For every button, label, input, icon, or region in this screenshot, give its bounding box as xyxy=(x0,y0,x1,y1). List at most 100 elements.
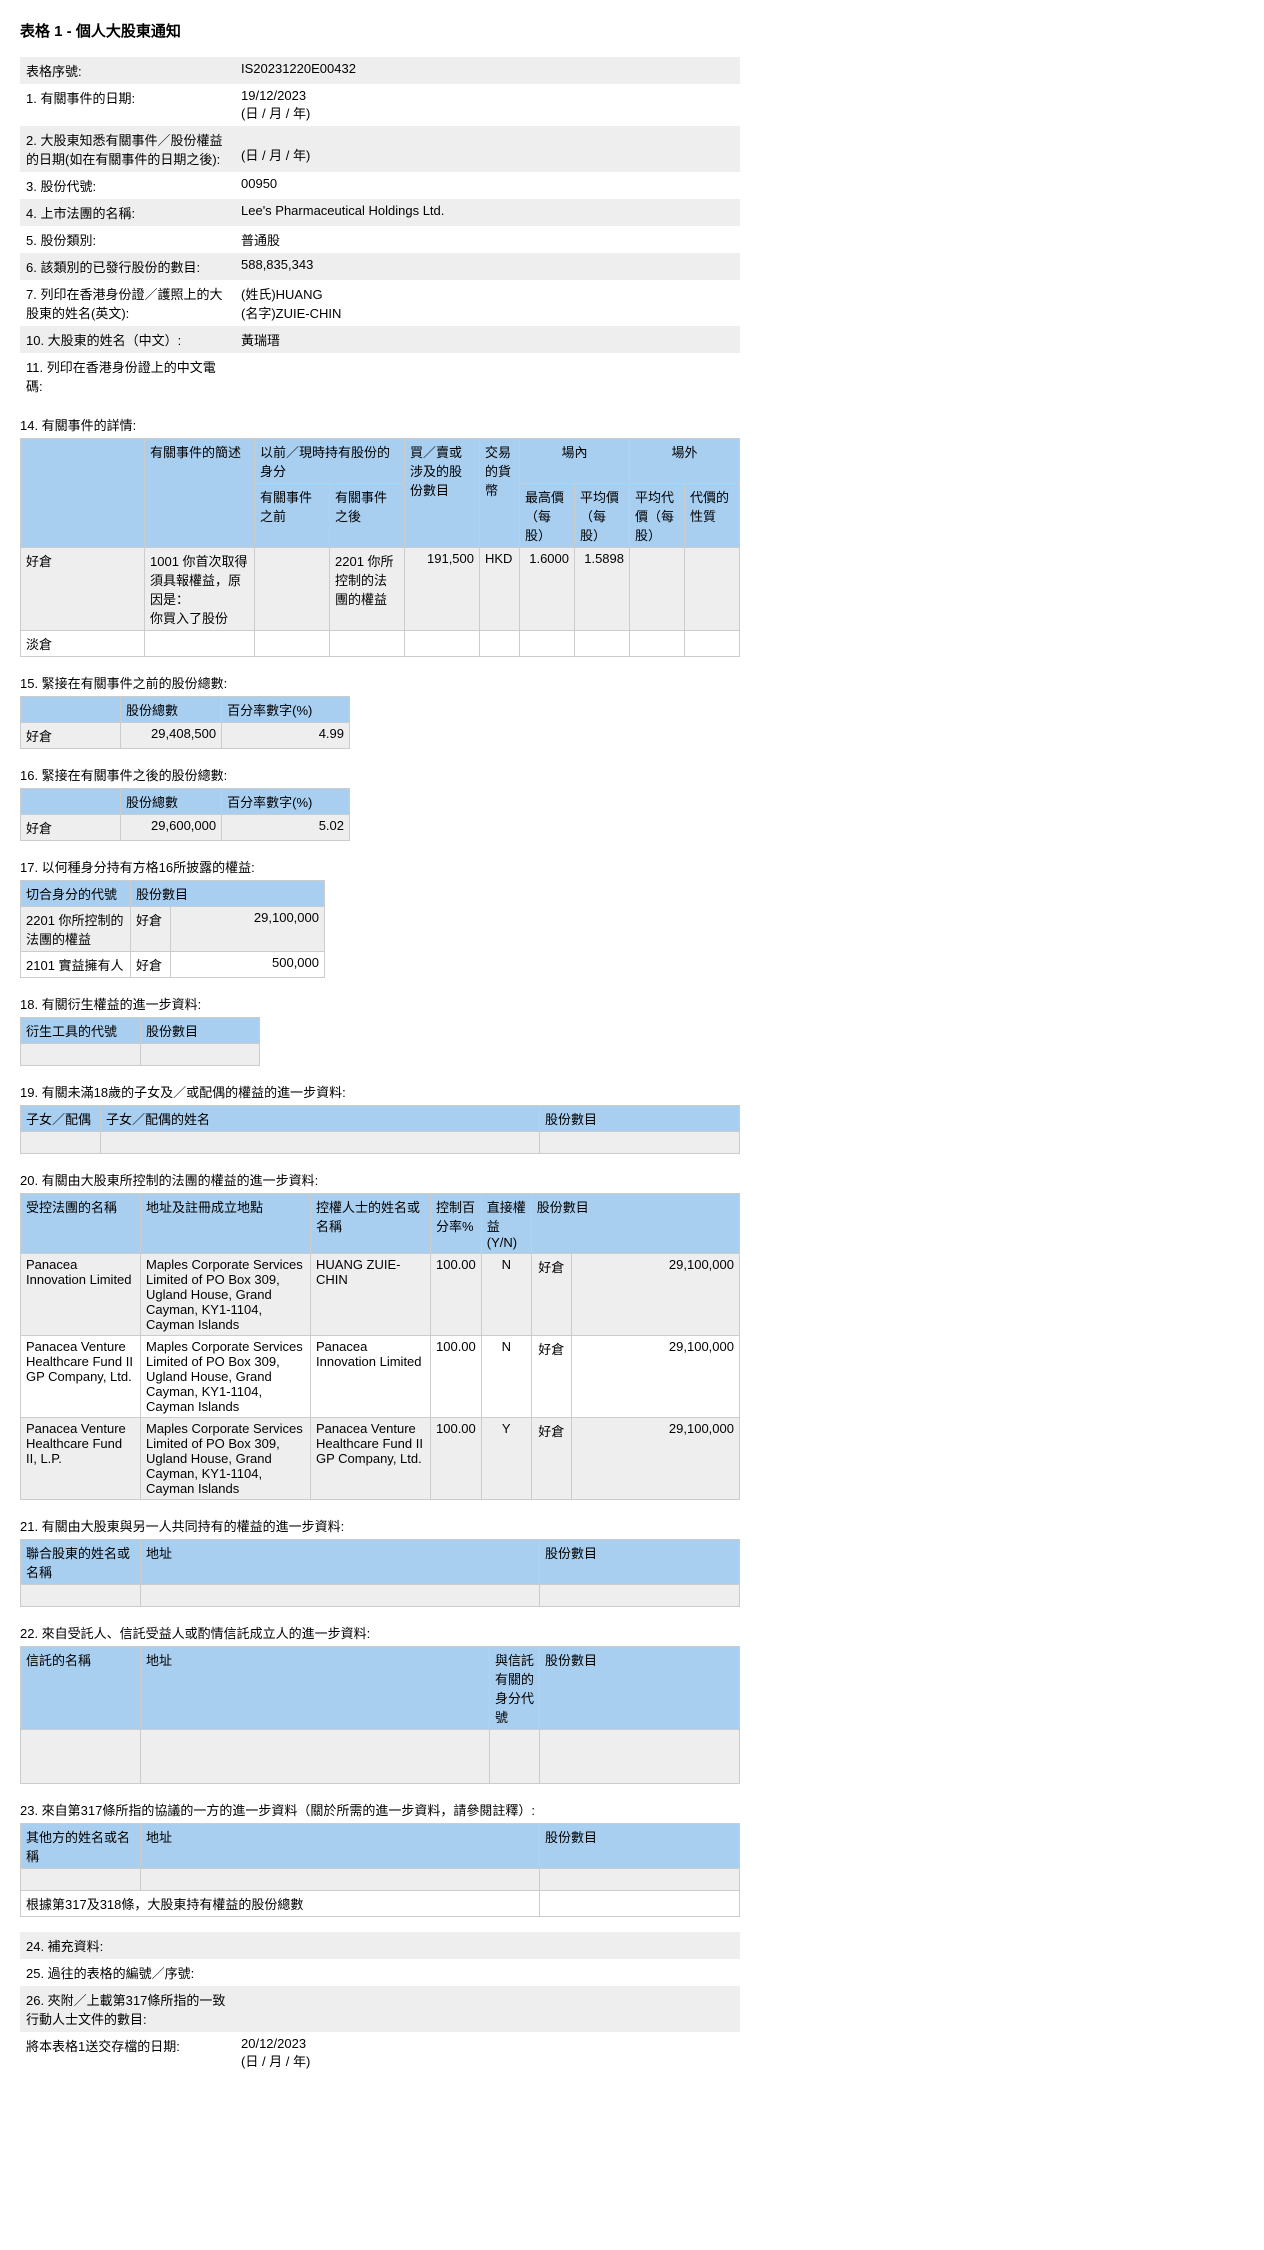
cell: 500,000 xyxy=(171,952,325,978)
cell: Panacea Innovation Limited xyxy=(311,1336,431,1418)
sec20-title: 20. 有關由大股東所控制的法團的權益的進一步資料: xyxy=(20,1170,1244,1189)
cell: Panacea Venture Healthcare Fund II GP Co… xyxy=(21,1336,141,1418)
h: 有關事件之後 xyxy=(330,484,405,548)
cell: N xyxy=(481,1336,531,1418)
cell: 29,408,500 xyxy=(121,723,222,749)
main-info-table: 表格序號:IS20231220E004321. 有關事件的日期:19/12/20… xyxy=(20,57,740,399)
footer-value: 20/12/2023 (日 / 月 / 年) xyxy=(235,2032,740,2074)
cell: 2201 你所控制的法團的權益 xyxy=(21,907,131,952)
cell: HKD xyxy=(480,548,520,631)
sec18-title: 18. 有關衍生權益的進一步資料: xyxy=(20,994,1244,1013)
h: 股份數目 xyxy=(540,1540,740,1585)
h: 直接權益(Y/N) xyxy=(481,1194,531,1254)
h: 股份數目 xyxy=(531,1194,739,1254)
sec16-table: 股份總數 百分率數字(%) 好倉29,600,0005.02 xyxy=(20,788,350,841)
cell: 淡倉 xyxy=(21,631,145,657)
h: 以前／現時持有股份的身分 xyxy=(255,439,405,484)
h: 衍生工具的代號 xyxy=(21,1018,141,1044)
cell: 100.00 xyxy=(431,1254,482,1336)
h xyxy=(21,697,121,723)
h: 受控法團的名稱 xyxy=(21,1194,141,1254)
h: 股份數目 xyxy=(540,1824,740,1869)
h: 切合身分的代號 xyxy=(21,881,131,907)
sec14-title: 14. 有關事件的詳情: xyxy=(20,415,1244,434)
h: 股份數目 xyxy=(131,881,325,907)
cell xyxy=(145,631,255,657)
cell: 2201 你所控制的法團的權益 xyxy=(330,548,405,631)
cell: 4.99 xyxy=(222,723,350,749)
cell: HUANG ZUIE-CHIN xyxy=(311,1254,431,1336)
info-value: 19/12/2023 (日 / 月 / 年) xyxy=(235,84,740,126)
sec19-table: 子女／配偶 子女／配偶的姓名 股份數目 xyxy=(20,1105,740,1154)
sec17-title: 17. 以何種身分持有方格16所披露的權益: xyxy=(20,857,1244,876)
footer-value xyxy=(235,1986,740,2032)
cell: Panacea Innovation Limited xyxy=(21,1254,141,1336)
info-label: 1. 有關事件的日期: xyxy=(20,84,235,126)
cell: 好倉 xyxy=(21,723,121,749)
info-value xyxy=(235,353,740,399)
cell: 1001 你首次取得須具報權益，原因是： 你買入了股份 xyxy=(145,548,255,631)
h: 地址 xyxy=(141,1540,540,1585)
cell: 5.02 xyxy=(222,815,350,841)
cell: 29,100,000 xyxy=(571,1254,739,1336)
h: 百分率數字(%) xyxy=(222,789,350,815)
cell xyxy=(685,548,740,631)
cell xyxy=(405,631,480,657)
cell: Maples Corporate Services Limited of PO … xyxy=(141,1254,311,1336)
info-label: 3. 股份代號: xyxy=(20,172,235,199)
sec15-title: 15. 緊接在有關事件之前的股份總數: xyxy=(20,673,1244,692)
h: 聯合股東的姓名或名稱 xyxy=(21,1540,141,1585)
sec17-table: 切合身分的代號 股份數目 2201 你所控制的法團的權益好倉29,100,000… xyxy=(20,880,325,978)
cell: 100.00 xyxy=(431,1336,482,1418)
cell: Maples Corporate Services Limited of PO … xyxy=(141,1418,311,1500)
info-label: 4. 上市法團的名稱: xyxy=(20,199,235,226)
h: 與信託有關的身分代號 xyxy=(490,1647,540,1730)
cell: 好倉 xyxy=(531,1254,571,1336)
h: 有關事件的簡述 xyxy=(145,439,255,548)
cell: 好倉 xyxy=(21,815,121,841)
h: 控權人士的姓名或名稱 xyxy=(311,1194,431,1254)
cell xyxy=(520,631,575,657)
info-label: 6. 該類別的已發行股份的數目: xyxy=(20,253,235,280)
h: 信託的名稱 xyxy=(21,1647,141,1730)
info-label: 表格序號: xyxy=(20,57,235,84)
info-label: 10. 大股東的姓名（中文）: xyxy=(20,326,235,353)
cell xyxy=(255,548,330,631)
info-label: 11. 列印在香港身份證上的中文電碼: xyxy=(20,353,235,399)
sec20-table: 受控法團的名稱 地址及註冊成立地點 控權人士的姓名或名稱 控制百分率% 直接權益… xyxy=(20,1193,740,1500)
footer-label: 24. 補充資料: xyxy=(20,1932,235,1959)
h: 股份數目 xyxy=(540,1647,740,1730)
cell: 100.00 xyxy=(431,1418,482,1500)
footer-value xyxy=(235,1932,740,1959)
sec22-title: 22. 來自受託人、信託受益人或酌情信託成立人的進一步資料: xyxy=(20,1623,1244,1642)
sec23-table: 其他方的姓名或名稱 地址 股份數目 根據第317及318條，大股東持有權益的股份… xyxy=(20,1823,740,1917)
info-value: Lee's Pharmaceutical Holdings Ltd. xyxy=(235,199,740,226)
cell xyxy=(575,631,630,657)
info-label: 7. 列印在香港身份證／護照上的大股東的姓名(英文): xyxy=(20,280,235,326)
cell: 好倉 xyxy=(531,1336,571,1418)
cell xyxy=(630,548,685,631)
h: 最高價（每股） xyxy=(520,484,575,548)
info-value: (姓氏)HUANG (名字)ZUIE-CHIN xyxy=(235,280,740,326)
cell xyxy=(255,631,330,657)
sec18-table: 衍生工具的代號 股份數目 xyxy=(20,1017,260,1066)
cell: 好倉 xyxy=(21,548,145,631)
h: 子女／配偶的姓名 xyxy=(101,1106,540,1132)
cell: 好倉 xyxy=(531,1418,571,1500)
cell: 29,600,000 xyxy=(121,815,222,841)
h: 平均代價（每股） xyxy=(630,484,685,548)
page-title: 表格 1 - 個人大股東通知 xyxy=(20,20,1244,41)
cell: 29,100,000 xyxy=(571,1336,739,1418)
h: 地址 xyxy=(141,1824,540,1869)
h xyxy=(21,789,121,815)
cell: Y xyxy=(481,1418,531,1500)
cell xyxy=(480,631,520,657)
cell: 好倉 xyxy=(131,952,171,978)
h: 場內 xyxy=(520,439,630,484)
sec14-table: 有關事件的簡述 以前／現時持有股份的身分 買／賣或涉及的股份數目 交易的貨幣 場… xyxy=(20,438,740,657)
h: 場外 xyxy=(630,439,740,484)
cell: 29,100,000 xyxy=(171,907,325,952)
cell: 好倉 xyxy=(131,907,171,952)
footer-label: 將本表格1送交存檔的日期: xyxy=(20,2032,235,2074)
sec21-table: 聯合股東的姓名或名稱 地址 股份數目 xyxy=(20,1539,740,1607)
